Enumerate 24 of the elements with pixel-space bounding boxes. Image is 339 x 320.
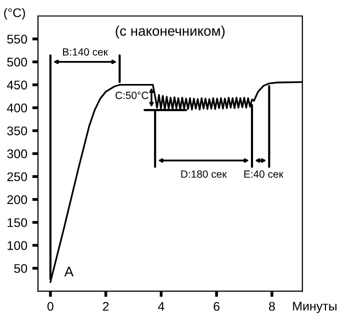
annotation: A xyxy=(64,266,74,276)
y-tick-label: 400 xyxy=(6,104,28,112)
x-tick-label: 6 xyxy=(214,302,220,311)
y-tick-label: 300 xyxy=(7,149,28,158)
y-tick-label: 150 xyxy=(8,218,28,228)
y-axis-title: (°C) xyxy=(4,8,25,20)
y-tick-label: 100 xyxy=(8,241,28,250)
annotation: D:180 сек xyxy=(181,170,227,178)
annotation: E:40 сек xyxy=(244,170,284,178)
y-tick-label: 450 xyxy=(6,80,28,90)
annotation: B:140 сек xyxy=(63,48,108,56)
y-tick-label: 50 xyxy=(14,264,28,273)
y-tick-label: 350 xyxy=(7,126,28,136)
x-tick-label: 8 xyxy=(269,302,275,311)
y-tick-label: 200 xyxy=(7,195,28,204)
x-tick-label: 0 xyxy=(47,302,54,311)
y-tick-label: 250 xyxy=(7,172,28,182)
x-tick-label: 4 xyxy=(158,302,164,311)
y-tick-label: 550 xyxy=(7,34,28,44)
annotation: C:50°C xyxy=(116,92,148,100)
x-axis-title: Минуты xyxy=(293,302,336,314)
y-tick-label: 500 xyxy=(7,58,28,67)
text: (с наконечником) xyxy=(116,26,225,39)
x-tick-label: 2 xyxy=(102,302,109,311)
